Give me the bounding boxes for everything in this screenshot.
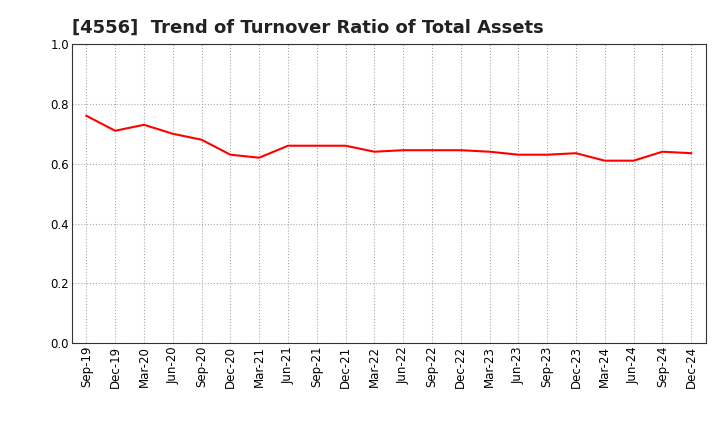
Text: [4556]  Trend of Turnover Ratio of Total Assets: [4556] Trend of Turnover Ratio of Total … bbox=[72, 19, 544, 37]
